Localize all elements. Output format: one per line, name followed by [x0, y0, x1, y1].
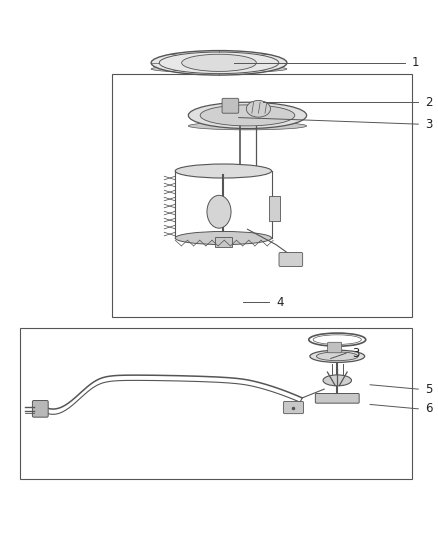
Text: 3: 3: [353, 347, 360, 360]
FancyBboxPatch shape: [215, 237, 232, 247]
Ellipse shape: [200, 105, 295, 126]
FancyBboxPatch shape: [328, 342, 342, 353]
Bar: [20, 328, 412, 479]
Ellipse shape: [151, 51, 287, 75]
Ellipse shape: [207, 195, 231, 228]
Ellipse shape: [188, 102, 307, 128]
FancyBboxPatch shape: [279, 253, 303, 266]
Ellipse shape: [310, 350, 364, 362]
Ellipse shape: [246, 101, 270, 117]
Bar: [112, 74, 412, 317]
Ellipse shape: [323, 375, 351, 386]
FancyBboxPatch shape: [32, 400, 48, 417]
FancyBboxPatch shape: [222, 98, 239, 113]
Text: 1: 1: [412, 56, 419, 69]
Ellipse shape: [151, 65, 287, 72]
Ellipse shape: [316, 352, 358, 361]
Ellipse shape: [175, 164, 272, 178]
Text: 6: 6: [425, 402, 432, 415]
Ellipse shape: [175, 231, 272, 245]
FancyBboxPatch shape: [283, 401, 304, 414]
FancyBboxPatch shape: [269, 197, 280, 221]
Text: 5: 5: [425, 383, 432, 395]
Ellipse shape: [188, 122, 307, 130]
Text: 3: 3: [425, 118, 432, 131]
FancyBboxPatch shape: [315, 393, 359, 403]
Ellipse shape: [182, 54, 256, 71]
Text: 4: 4: [276, 296, 283, 309]
Text: 2: 2: [425, 96, 432, 109]
